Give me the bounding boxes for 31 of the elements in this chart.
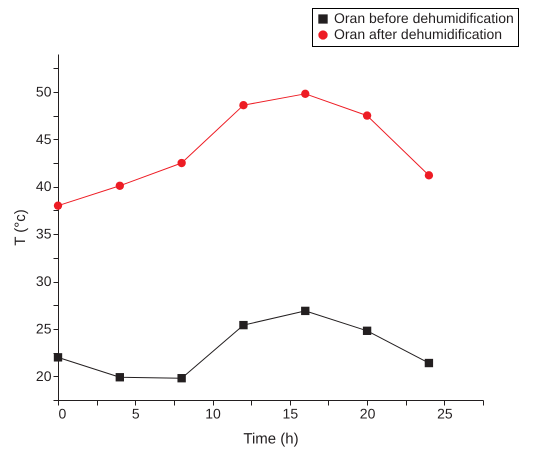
point <box>54 353 62 362</box>
point <box>116 373 124 382</box>
x-tick-label: 25 <box>437 406 453 422</box>
x-axis-title: Time (h) <box>243 430 299 448</box>
point <box>301 306 310 316</box>
y-tick-label: 50 <box>36 83 52 100</box>
point <box>301 90 310 98</box>
x-tick-label: 5 <box>132 406 140 422</box>
point <box>177 374 186 382</box>
y-axis-title: T (°c) <box>12 209 29 246</box>
y-tick-label: 20 <box>36 368 52 384</box>
y-tick-label: 35 <box>36 226 52 242</box>
point <box>177 158 186 168</box>
point <box>239 101 248 110</box>
y-tick-label: 25 <box>36 320 52 336</box>
legend-label: Oran after dehumidification <box>334 26 502 42</box>
y-tick-label: 45 <box>36 130 52 147</box>
point <box>239 320 248 330</box>
x-tick-label: 0 <box>58 406 66 422</box>
point <box>116 182 124 190</box>
point <box>54 201 62 210</box>
point <box>424 358 434 368</box>
x-tick-label: 15 <box>282 406 298 422</box>
point <box>424 171 434 180</box>
y-tick-label: 40 <box>36 178 52 194</box>
x-tick-label: 20 <box>360 406 376 422</box>
point <box>362 326 372 335</box>
x-tick-label: 10 <box>205 406 222 422</box>
point <box>362 111 372 120</box>
legend-label: Oran before dehumidification <box>334 10 514 26</box>
y-tick-label: 30 <box>36 273 52 290</box>
